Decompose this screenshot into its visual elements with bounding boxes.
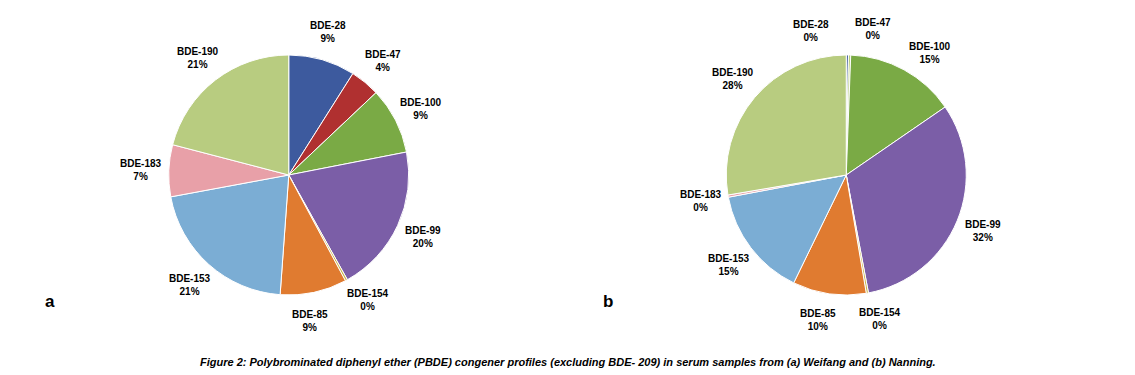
svg-text:BDE-289%: BDE-289% xyxy=(310,20,346,44)
svg-text:BDE-1830%: BDE-1830% xyxy=(680,189,722,213)
svg-text:BDE-19021%: BDE-19021% xyxy=(177,46,219,70)
svg-text:BDE-15321%: BDE-15321% xyxy=(169,273,211,297)
svg-text:BDE-1837%: BDE-1837% xyxy=(120,158,162,182)
svg-text:BDE-9932%: BDE-9932% xyxy=(965,219,1001,243)
svg-text:BDE-19028%: BDE-19028% xyxy=(712,67,754,91)
svg-text:BDE-280%: BDE-280% xyxy=(793,19,829,43)
svg-text:BDE-474%: BDE-474% xyxy=(365,49,401,73)
svg-text:b: b xyxy=(603,292,613,311)
svg-text:Figure 2: Polybrominated diphe: Figure 2: Polybrominated diphenyl ether … xyxy=(200,356,936,368)
svg-text:a: a xyxy=(45,292,55,311)
svg-text:BDE-859%: BDE-859% xyxy=(292,309,328,333)
svg-text:BDE-470%: BDE-470% xyxy=(855,17,891,41)
svg-text:BDE-15315%: BDE-15315% xyxy=(708,253,750,277)
svg-text:BDE-1540%: BDE-1540% xyxy=(347,288,389,312)
svg-text:BDE-1540%: BDE-1540% xyxy=(859,307,901,331)
svg-text:BDE-10015%: BDE-10015% xyxy=(909,41,951,65)
svg-text:BDE-1009%: BDE-1009% xyxy=(400,97,442,121)
svg-text:BDE-9920%: BDE-9920% xyxy=(405,225,441,249)
svg-text:BDE-8510%: BDE-8510% xyxy=(800,308,836,332)
